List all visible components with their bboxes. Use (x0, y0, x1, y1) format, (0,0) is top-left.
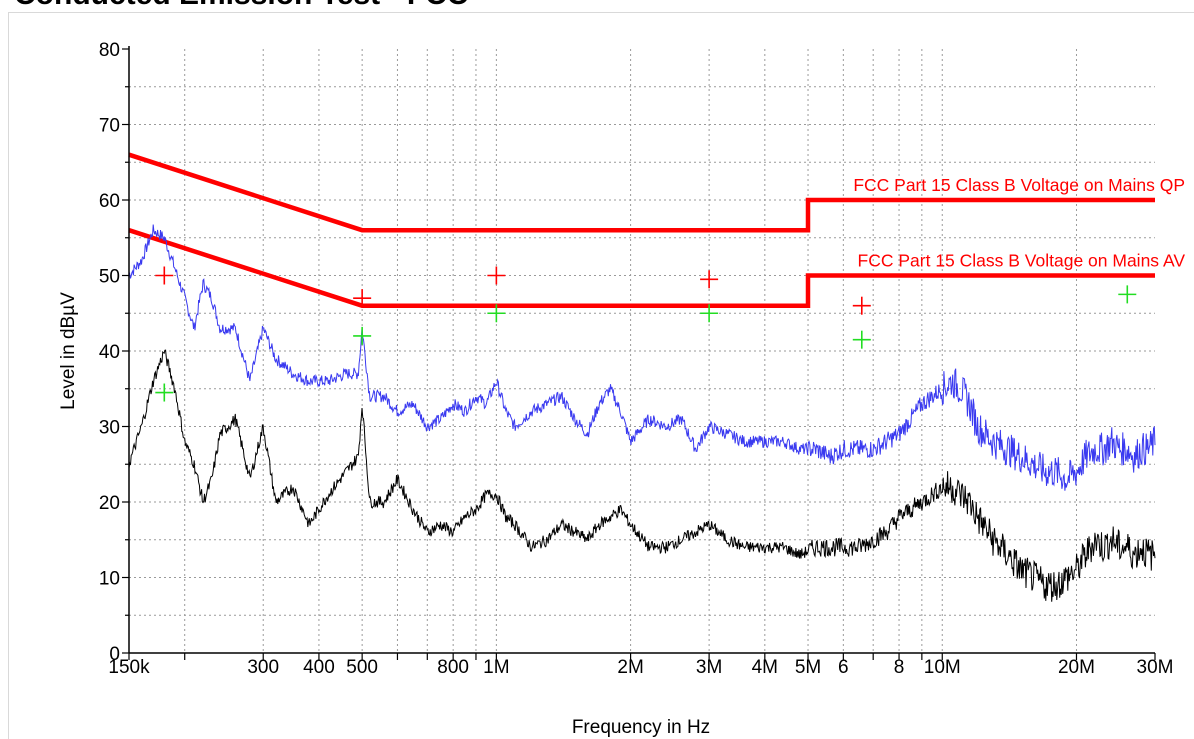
trace-average (128, 349, 1156, 602)
y-tick-label: 20 (99, 493, 120, 514)
x-tick-label: 30M (1137, 657, 1174, 678)
y-tick-label: 30 (99, 418, 120, 439)
axes (122, 46, 1156, 660)
limit-label-av: FCC Part 15 Class B Voltage on Mains AV (858, 251, 1186, 271)
y-tick-label: 70 (99, 116, 120, 137)
limit-line-av (128, 228, 1155, 308)
av-marker (700, 304, 719, 323)
av-marker (353, 326, 372, 345)
x-tick-label: 5M (795, 657, 821, 678)
limit-line-qp (128, 152, 1155, 233)
x-tick-label: 6 (838, 657, 849, 678)
y-tick-label: 60 (99, 191, 120, 212)
av-marker (852, 330, 871, 349)
y-axis-title: Level in dBµV (58, 292, 79, 410)
x-tick-label: 8 (894, 657, 905, 678)
av-marker (487, 304, 506, 323)
qp-marker (852, 296, 871, 315)
y-tick-labels: 0 10 20 30 40 50 60 70 80 (99, 40, 120, 665)
qp-marker (353, 289, 372, 308)
limit-label-qp: FCC Part 15 Class B Voltage on Mains QP (853, 175, 1185, 195)
peak-markers (155, 266, 1137, 402)
trace-peak (128, 224, 1156, 491)
y-tick-label: 80 (99, 40, 120, 61)
qp-marker (487, 266, 506, 285)
av-marker (1118, 285, 1137, 304)
y-tick-label: 50 (99, 267, 120, 288)
x-tick-label: 20M (1058, 657, 1095, 678)
chart-frame (8, 12, 1194, 739)
page-title: Conducted Emission Test - FCC (14, 0, 468, 12)
qp-marker (155, 266, 174, 285)
y-tick-label: 40 (99, 342, 120, 363)
x-tick-label: 4M (752, 657, 778, 678)
x-tick-label: 800 (437, 657, 469, 678)
x-tick-label: 500 (346, 657, 378, 678)
qp-marker (700, 270, 719, 289)
x-tick-label: 400 (303, 657, 335, 678)
limit-lines (128, 152, 1155, 308)
y-tick-label: 10 (99, 569, 120, 590)
measurement-traces (128, 224, 1156, 602)
y-tick-label: 0 (109, 644, 120, 665)
x-tick-label: 10M (924, 657, 961, 678)
x-tick-label: 1M (483, 657, 509, 678)
x-tick-label: 150k (108, 657, 150, 678)
x-tick-labels: 150k 300 400 500 800 1M 2M 3M 4M 5M 6 8 10M 20M 30M (108, 657, 1173, 678)
x-tick-label: 2M (617, 657, 643, 678)
x-axis-title: Frequency in Hz (572, 717, 710, 738)
x-tick-label: 3M (696, 657, 722, 678)
av-marker (155, 383, 174, 402)
limit-labels: FCC Part 15 Class B Voltage on Mains QP F… (853, 175, 1185, 271)
grid-lines (129, 49, 1155, 653)
x-tick-label: 300 (247, 657, 279, 678)
